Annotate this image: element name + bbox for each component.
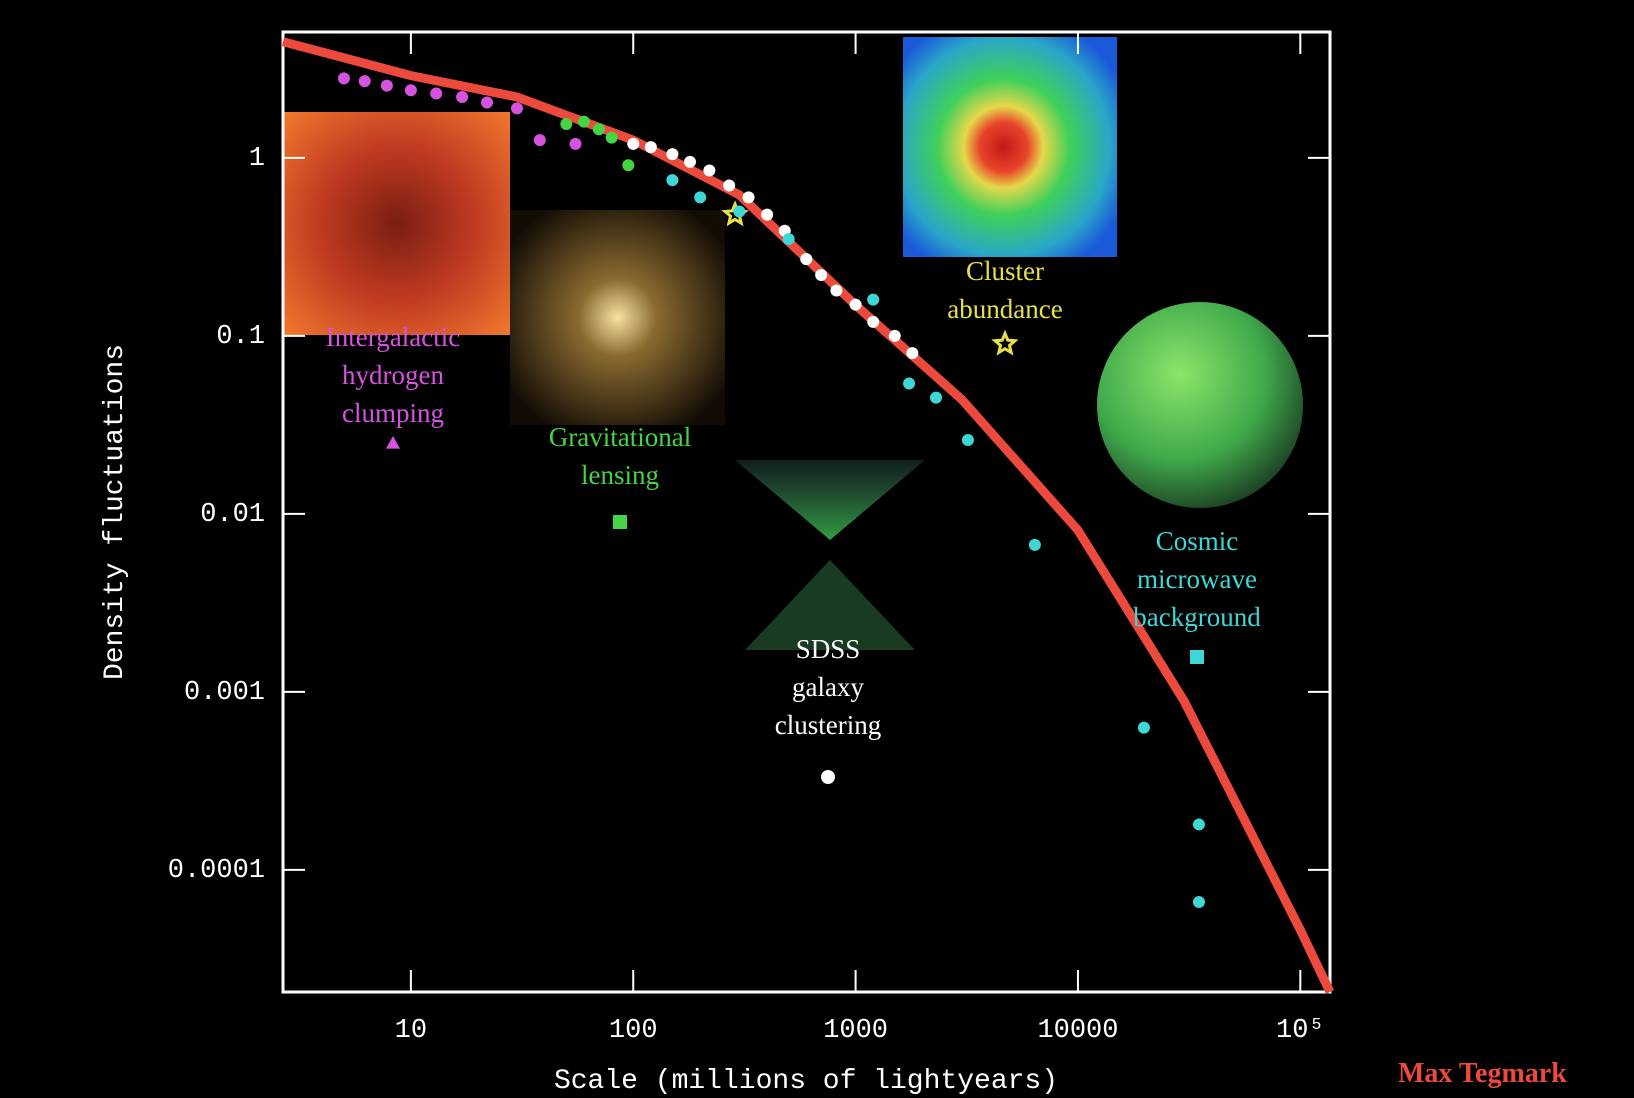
legend-label: SDSS galaxy clustering — [775, 630, 881, 744]
data-point — [830, 284, 842, 296]
data-point — [593, 123, 605, 135]
data-point — [359, 75, 371, 87]
x-tick-label: 1000 — [823, 1016, 888, 1046]
page: Scale (millions of lightyears) Density f… — [0, 0, 1634, 1098]
data-point — [867, 294, 879, 306]
legend-marker — [1190, 650, 1204, 664]
data-point — [889, 330, 901, 342]
data-point — [850, 299, 862, 311]
data-point — [405, 84, 417, 96]
data-point — [560, 118, 572, 130]
data-point — [684, 156, 696, 168]
chart: Scale (millions of lightyears) Density f… — [0, 0, 1634, 1098]
x-axis-title: Scale (millions of lightyears) — [554, 1066, 1058, 1097]
legend-marker — [995, 334, 1015, 353]
data-point — [867, 316, 879, 328]
legend-label: Gravitational lensing — [549, 418, 691, 494]
data-point — [338, 72, 350, 84]
data-point — [694, 191, 706, 203]
data-point — [962, 434, 974, 446]
x-tick-label: 10 — [395, 1016, 427, 1046]
data-point — [1193, 896, 1205, 908]
data-point — [783, 233, 795, 245]
sdss-image — [735, 460, 925, 540]
y-tick-label: 0.1 — [216, 322, 265, 352]
x-tick-label: 100 — [609, 1016, 658, 1046]
data-point — [511, 102, 523, 114]
data-point — [733, 206, 745, 218]
data-point — [645, 141, 657, 153]
data-point — [627, 138, 639, 150]
x-tick-label: 10000 — [1037, 1016, 1118, 1046]
legend-marker — [821, 770, 835, 784]
legend-marker — [613, 515, 627, 529]
data-point — [815, 269, 827, 281]
legend-label: Cosmic microwave background — [1133, 522, 1260, 636]
data-point — [800, 253, 812, 265]
data-point — [606, 132, 618, 144]
data-point — [1193, 818, 1205, 830]
legend-marker — [386, 436, 400, 449]
curve-label: P(k) — [955, 580, 1057, 642]
data-point — [1138, 722, 1150, 734]
y-tick-label: 0.0001 — [168, 856, 265, 886]
data-point — [930, 392, 942, 404]
lensing-image — [510, 210, 725, 425]
data-point — [1029, 539, 1041, 551]
data-point — [703, 164, 715, 176]
x-tick-label: 10⁵ — [1276, 1016, 1325, 1046]
y-tick-label: 1 — [249, 144, 265, 174]
data-point — [723, 180, 735, 192]
y-axis-title: Density fluctuations — [100, 344, 131, 680]
legend-label: Intergalactic hydrogen clumping — [326, 318, 460, 432]
data-point — [743, 191, 755, 203]
data-point — [666, 174, 678, 186]
hydrogen-image — [284, 112, 510, 335]
data-point — [903, 378, 915, 390]
data-point — [570, 138, 582, 150]
legend-label: Cluster abundance — [947, 252, 1062, 328]
cluster-image — [903, 37, 1117, 257]
data-point — [666, 148, 678, 160]
credit: Max Tegmark — [1398, 1058, 1567, 1090]
data-point — [622, 159, 634, 171]
y-tick-label: 0.01 — [200, 500, 265, 530]
data-point — [761, 209, 773, 221]
y-tick-label: 0.001 — [184, 678, 265, 708]
data-point — [578, 116, 590, 128]
data-point — [430, 88, 442, 100]
data-point — [456, 91, 468, 103]
data-point — [534, 134, 546, 146]
cmb-image — [1097, 302, 1303, 508]
data-point — [381, 80, 393, 92]
data-point — [481, 96, 493, 108]
data-point — [906, 347, 918, 359]
